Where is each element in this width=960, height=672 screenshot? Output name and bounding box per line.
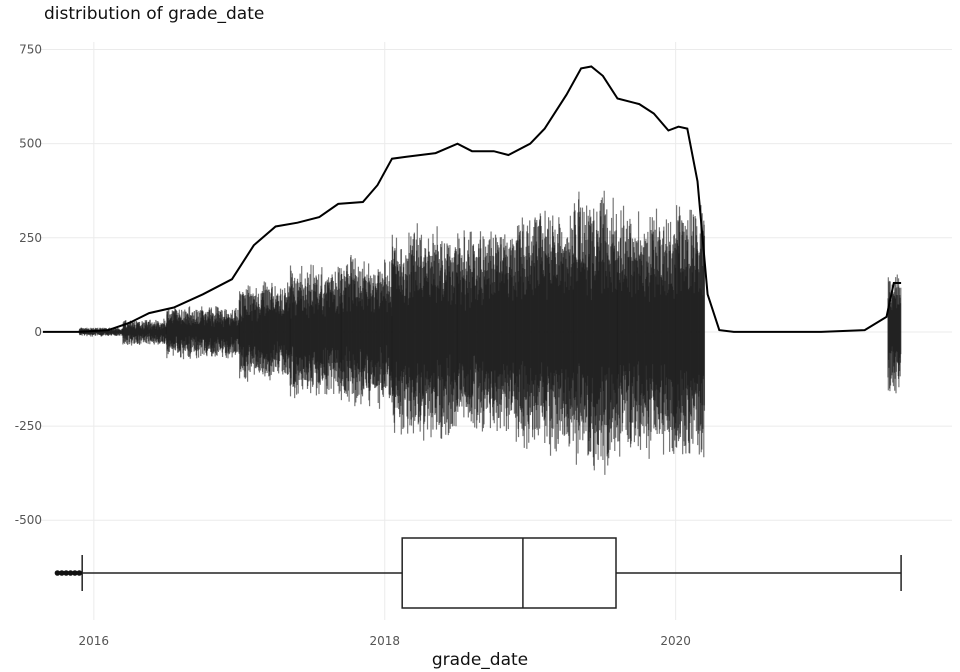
boxplot — [54, 537, 902, 609]
histogram-bars — [78, 190, 902, 475]
y-tick-label-2: 250 — [19, 231, 42, 245]
chart-title: distribution of grade_date — [44, 4, 265, 24]
x-tick-label-1: 2018 — [369, 634, 400, 648]
x-tick-label-0: 2016 — [79, 634, 110, 648]
box-outlier-4 — [72, 570, 78, 576]
x-tick-labels: 2016 2018 2020 — [79, 634, 691, 648]
y-tick-labels: 750 500 250 0 -250 -500 — [15, 43, 42, 528]
box-outlier-3 — [67, 570, 74, 576]
box-outlier-5 — [76, 570, 83, 576]
box-iqr — [401, 537, 617, 609]
y-tick-label-5: -500 — [15, 513, 42, 527]
x-tick-label-2: 2020 — [660, 634, 691, 648]
x-axis-label: grade_date — [431, 650, 529, 670]
box-outlier-0 — [54, 570, 61, 576]
y-tick-label-4: -250 — [15, 419, 42, 433]
y-tick-label-3: 0 — [34, 325, 42, 339]
y-tick-label-0: 750 — [19, 43, 42, 57]
density-line — [42, 65, 902, 333]
box-outlier-1 — [59, 570, 65, 576]
y-tick-label-1: 500 — [19, 137, 42, 151]
box-outlier-2 — [63, 570, 69, 576]
